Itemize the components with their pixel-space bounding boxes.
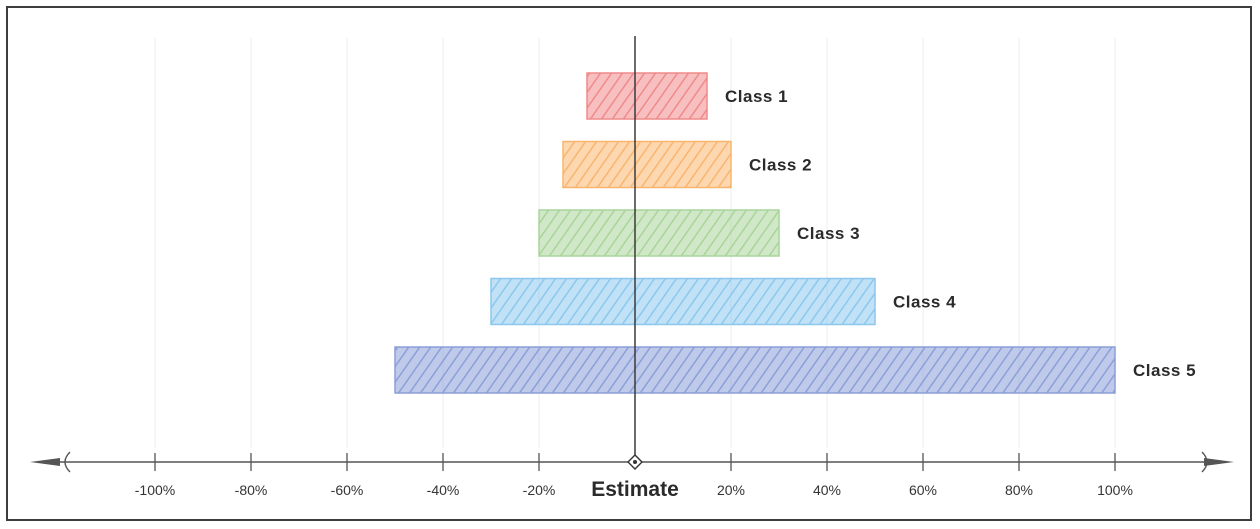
range-chart: Class 1 Class 2 Class 3 Class 4 Class 5 -100… xyxy=(30,36,1234,501)
tick-label: 20% xyxy=(717,482,745,498)
x-axis: -100% -80% -60% -40% -20% Estimate 20% 40% 60% 80… xyxy=(30,451,1234,501)
tick-label: -20% xyxy=(523,482,556,498)
tick-label: 80% xyxy=(1005,482,1033,498)
range-bar xyxy=(394,346,1116,394)
tick-label: -100% xyxy=(135,482,175,498)
axis-arrow-left-icon xyxy=(30,458,60,466)
tick-label: 40% xyxy=(813,482,841,498)
tick-label: 100% xyxy=(1097,482,1133,498)
tick-label: -80% xyxy=(235,482,268,498)
range-bar xyxy=(562,140,732,189)
estimate-label: Estimate xyxy=(591,478,679,501)
class-label: Class 3 xyxy=(797,224,860,243)
axis-arrow-right-icon xyxy=(1204,458,1234,466)
chart-frame: Class 1 Class 2 Class 3 Class 4 Class 5 -100… xyxy=(6,6,1252,521)
range-bar xyxy=(490,277,876,326)
class-label: Class 1 xyxy=(725,87,788,106)
range-bar xyxy=(586,72,708,120)
class-label: Class 2 xyxy=(749,156,812,175)
class-label: Class 4 xyxy=(893,293,956,312)
axis-cap-right-icon xyxy=(1201,451,1208,473)
tick-label: -40% xyxy=(427,482,460,498)
tick-label: 60% xyxy=(909,482,937,498)
class-label: Class 5 xyxy=(1133,361,1196,380)
axis-cap-left-icon xyxy=(64,451,71,473)
tick-label: -60% xyxy=(331,482,364,498)
range-bar xyxy=(538,209,780,257)
estimate-dot-icon xyxy=(633,460,637,464)
bar-group: Class 1 Class 2 Class 3 Class 4 Class 5 xyxy=(394,72,1196,394)
